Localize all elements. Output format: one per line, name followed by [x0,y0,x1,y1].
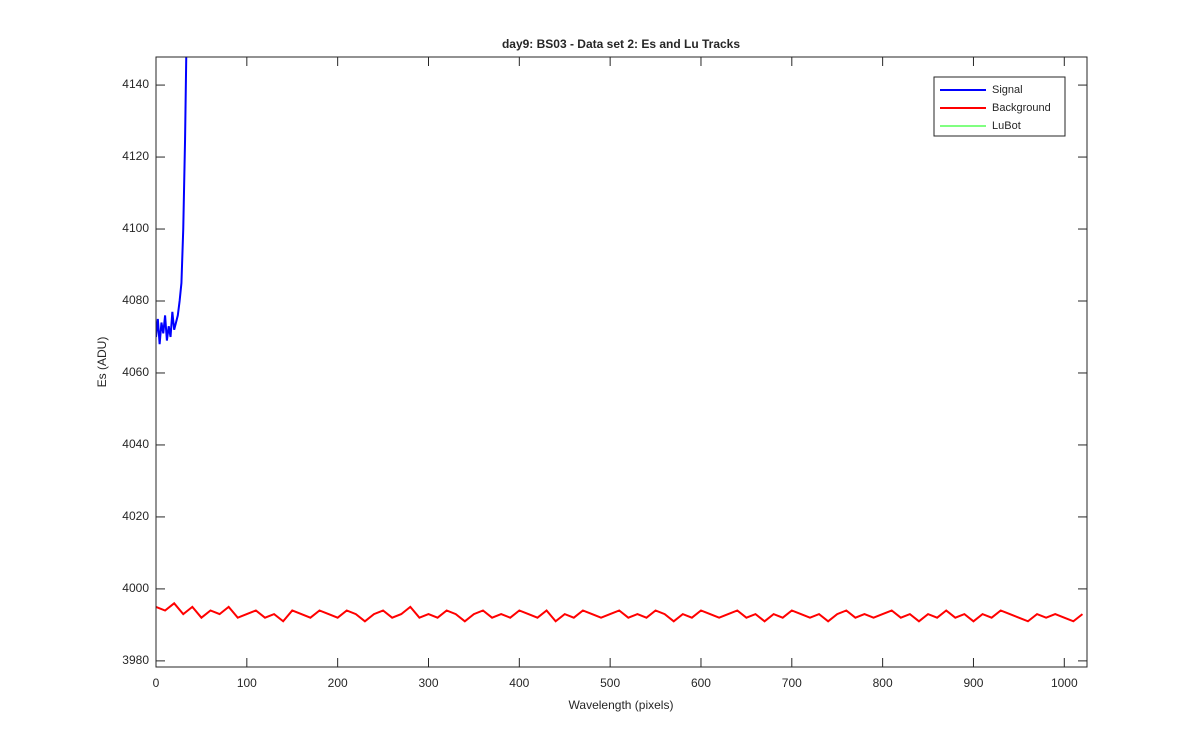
y-tick-label: 4080 [122,293,149,307]
data-line [156,57,188,345]
legend-label: LuBot [992,120,1021,132]
y-tick-label: 4100 [122,221,149,235]
x-tick-label: 800 [873,676,893,690]
legend-label: Background [992,102,1051,114]
y-tick-label: 3980 [122,653,149,667]
x-tick-label: 0 [153,676,160,690]
x-tick-label: 600 [691,676,711,690]
x-tick-label: 900 [963,676,983,690]
legend-label: Signal [992,84,1023,96]
x-tick-label: 100 [237,676,257,690]
x-tick-label: 700 [782,676,802,690]
y-tick-label: 4140 [122,77,149,91]
x-tick-label: 200 [328,676,348,690]
x-tick-label: 300 [418,676,438,690]
x-axis-label: Wavelength (pixels) [569,698,674,712]
x-tick-label: 500 [600,676,620,690]
x-tick-label: 1000 [1051,676,1078,690]
y-tick-label: 4000 [122,581,149,595]
axes-box [155,56,1088,668]
y-tick-label: 4020 [122,509,149,523]
y-tick-label: 4040 [122,437,149,451]
y-axis-label: Es (ADU) [95,337,109,388]
chart-title: day9: BS03 - Data set 2: Es and Lu Track… [502,37,740,51]
data-line [156,601,1084,623]
plot-area [156,57,1084,623]
x-tick-label: 400 [509,676,529,690]
y-tick-label: 4120 [122,149,149,163]
y-tick-label: 4060 [122,365,149,379]
